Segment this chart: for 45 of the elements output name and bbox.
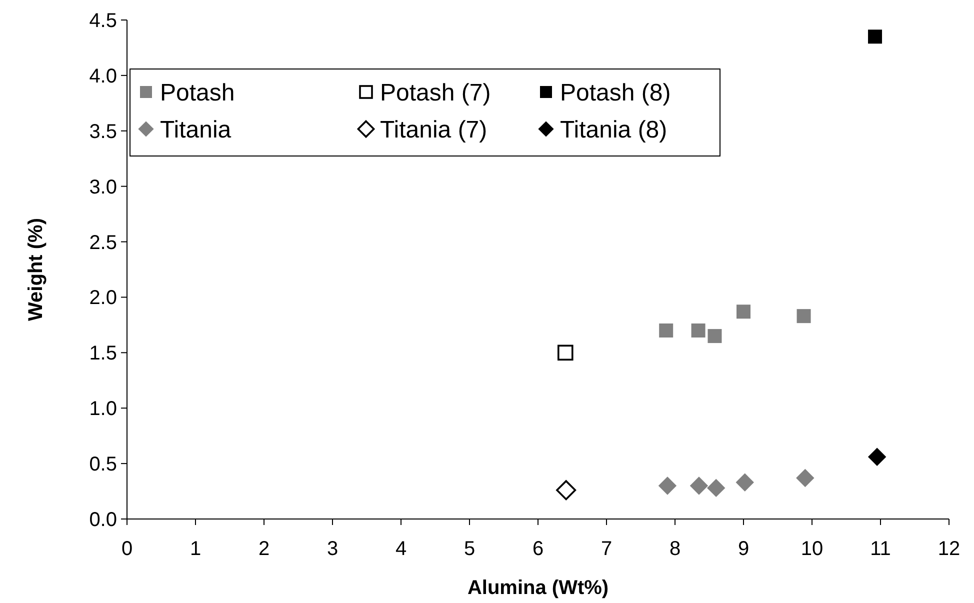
y-tick-label: 3.5 bbox=[89, 120, 117, 143]
point bbox=[796, 309, 811, 324]
point bbox=[868, 30, 882, 44]
point bbox=[708, 329, 722, 344]
x-tick-label: 9 bbox=[738, 538, 750, 560]
x-tick-label: 0 bbox=[121, 538, 133, 560]
y-tick-label: 4.0 bbox=[89, 65, 117, 88]
x-tick-label: 6 bbox=[532, 538, 544, 560]
point bbox=[556, 480, 576, 500]
x-tick-label: 10 bbox=[800, 538, 824, 560]
x-tick-label: 12 bbox=[938, 538, 960, 560]
y-tick-label: 1.5 bbox=[89, 342, 117, 365]
point bbox=[736, 304, 750, 319]
y-tick-label: 2.0 bbox=[89, 287, 117, 310]
y-tick-label: 3.0 bbox=[89, 176, 117, 198]
point bbox=[707, 478, 726, 498]
point bbox=[736, 473, 754, 492]
point bbox=[659, 323, 674, 338]
y-tick-label: 1.0 bbox=[89, 398, 117, 420]
point bbox=[868, 448, 886, 466]
x-tick-label: 5 bbox=[464, 538, 476, 560]
point bbox=[796, 468, 814, 488]
y-tick-label: 2.5 bbox=[89, 232, 117, 254]
y-tick-label: 4.5 bbox=[89, 10, 117, 32]
x-tick-label: 4 bbox=[395, 538, 407, 560]
x-tick-label: 1 bbox=[190, 538, 202, 560]
legend-label: Titania bbox=[160, 116, 232, 144]
legend-label: Potash bbox=[160, 79, 235, 106]
legend-label: Titania (7) bbox=[380, 116, 488, 144]
y-tick-label: 0.5 bbox=[89, 454, 117, 476]
x-tick-label: 11 bbox=[870, 538, 891, 560]
point bbox=[658, 476, 677, 495]
x-tick-label: 7 bbox=[600, 538, 612, 560]
legend-label: Potash (8) bbox=[560, 79, 671, 106]
x-axis-title: Alumina (Wt%) bbox=[467, 577, 609, 599]
x-tick-label: 2 bbox=[258, 538, 270, 560]
y-tick-label: 0.0 bbox=[89, 509, 117, 531]
y-axis-title: Weight (%) bbox=[25, 218, 47, 321]
point bbox=[691, 323, 706, 338]
point bbox=[690, 476, 708, 495]
legend-label: Titania (8) bbox=[560, 116, 668, 144]
point bbox=[558, 344, 574, 361]
legend-label: Potash (7) bbox=[380, 79, 491, 106]
x-tick-label: 8 bbox=[669, 538, 681, 560]
x-tick-label: 3 bbox=[326, 538, 338, 560]
